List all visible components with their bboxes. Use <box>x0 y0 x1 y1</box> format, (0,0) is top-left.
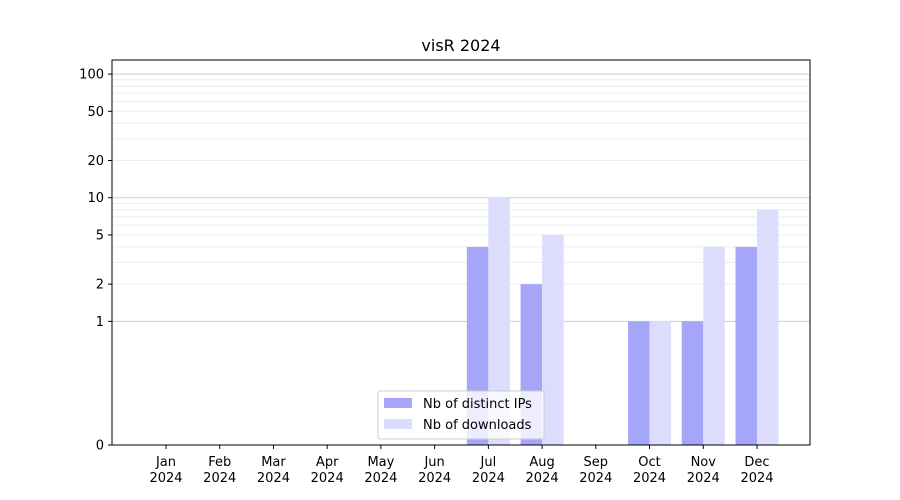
x-tick-label-month: Sep <box>584 455 609 470</box>
x-tick-label-year: 2024 <box>579 471 612 486</box>
y-tick-label: 1 <box>96 315 104 330</box>
x-tick-label-month: May <box>367 455 394 470</box>
chart-title: visR 2024 <box>421 36 500 55</box>
x-tick-label-month: Feb <box>208 455 231 470</box>
x-axis: Jan2024Feb2024Mar2024Apr2024May2024Jun20… <box>149 445 774 486</box>
x-tick-label-year: 2024 <box>740 471 773 486</box>
y-tick-label: 0 <box>96 439 104 454</box>
bar-distinct-ips-dec <box>735 246 757 445</box>
x-tick-label-month: Dec <box>744 455 769 470</box>
bar-downloads-jul <box>488 197 510 445</box>
legend-swatch-distinct-ips <box>384 398 412 408</box>
x-tick-label-month: Mar <box>261 455 286 470</box>
x-tick-label-month: Oct <box>638 455 660 470</box>
legend: Nb of distinct IPs Nb of downloads <box>377 390 545 440</box>
bar-downloads-nov <box>703 246 725 445</box>
x-tick-label-year: 2024 <box>311 471 344 486</box>
x-tick-label-year: 2024 <box>257 471 290 486</box>
x-tick-label-month: Nov <box>691 455 717 470</box>
grid-layer <box>112 73 810 322</box>
x-tick-label-month: Apr <box>316 455 339 470</box>
bar-distinct-ips-oct <box>628 321 650 445</box>
x-tick-label-year: 2024 <box>203 471 236 486</box>
x-tick-label-month: Jan <box>155 455 176 470</box>
bar-downloads-oct <box>649 321 672 445</box>
x-tick-label-year: 2024 <box>472 471 505 486</box>
x-tick-label-month: Aug <box>529 455 554 470</box>
x-tick-label-year: 2024 <box>149 471 182 486</box>
legend-label-distinct-ips: Nb of distinct IPs <box>423 397 532 412</box>
y-axis: 0 1 2 5 10 20 50 100 <box>79 68 112 454</box>
y-tick-label: 2 <box>96 278 104 293</box>
legend-box <box>377 390 545 440</box>
legend-label-downloads: Nb of downloads <box>423 418 532 433</box>
y-tick-label: 10 <box>87 191 104 206</box>
x-tick-label-year: 2024 <box>526 471 559 486</box>
y-tick-label: 50 <box>87 105 104 120</box>
bar-downloads-aug <box>542 234 564 445</box>
legend-swatch-downloads <box>384 419 412 429</box>
bar-distinct-ips-nov <box>681 321 704 445</box>
x-tick-label-month: Jul <box>480 455 497 470</box>
x-tick-label-year: 2024 <box>633 471 666 486</box>
x-tick-label-year: 2024 <box>687 471 720 486</box>
y-tick-label: 100 <box>79 68 104 83</box>
x-tick-label-month: Jun <box>423 455 444 470</box>
x-tick-label-year: 2024 <box>418 471 451 486</box>
x-tick-label-year: 2024 <box>364 471 397 486</box>
y-tick-label: 5 <box>96 228 104 243</box>
y-tick-label: 20 <box>87 154 104 169</box>
plot-frame <box>111 59 811 446</box>
bar-downloads-dec <box>757 209 779 445</box>
